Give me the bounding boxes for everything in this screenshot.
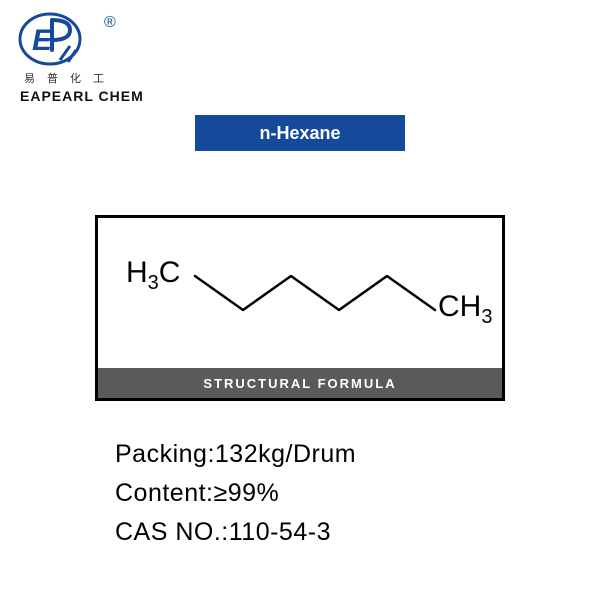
spec-row-packing: Packing:132kg/Drum	[115, 435, 356, 474]
product-title-band: n-Hexane	[195, 115, 405, 151]
logo-text-chinese: 易普化工	[24, 70, 198, 86]
right-terminal-group: CH3	[438, 290, 492, 329]
product-specs: Packing:132kg/Drum Content:≥99% CAS NO.:…	[115, 435, 356, 551]
spec-value: 132kg/Drum	[215, 440, 356, 468]
spec-label: Packing:	[115, 440, 215, 468]
structural-formula-card: H3C CH3 STRUCTURAL FORMULA	[95, 215, 505, 401]
product-title: n-Hexane	[259, 123, 340, 144]
spec-row-content: Content:≥99%	[115, 474, 356, 513]
logo-row: E ®	[18, 12, 198, 66]
left-terminal-group: H3C	[126, 256, 180, 295]
spec-value: 110-54-3	[229, 518, 331, 546]
spec-value: ≥99%	[214, 479, 280, 507]
spec-label: Content:	[115, 479, 214, 507]
registered-mark: ®	[104, 14, 116, 32]
ep-logo-icon: E	[18, 12, 96, 66]
formula-canvas: H3C CH3	[98, 218, 502, 368]
logo-text-english: EAPEARL CHEM	[20, 88, 198, 104]
svg-text:E: E	[32, 24, 53, 57]
company-logo: E ® 易普化工 EAPEARL CHEM	[18, 12, 198, 104]
spec-label: CAS NO.:	[115, 518, 229, 546]
formula-label-bar: STRUCTURAL FORMULA	[98, 368, 502, 398]
spec-row-cas: CAS NO.:110-54-3	[115, 513, 356, 552]
formula-label-text: STRUCTURAL FORMULA	[203, 376, 396, 391]
